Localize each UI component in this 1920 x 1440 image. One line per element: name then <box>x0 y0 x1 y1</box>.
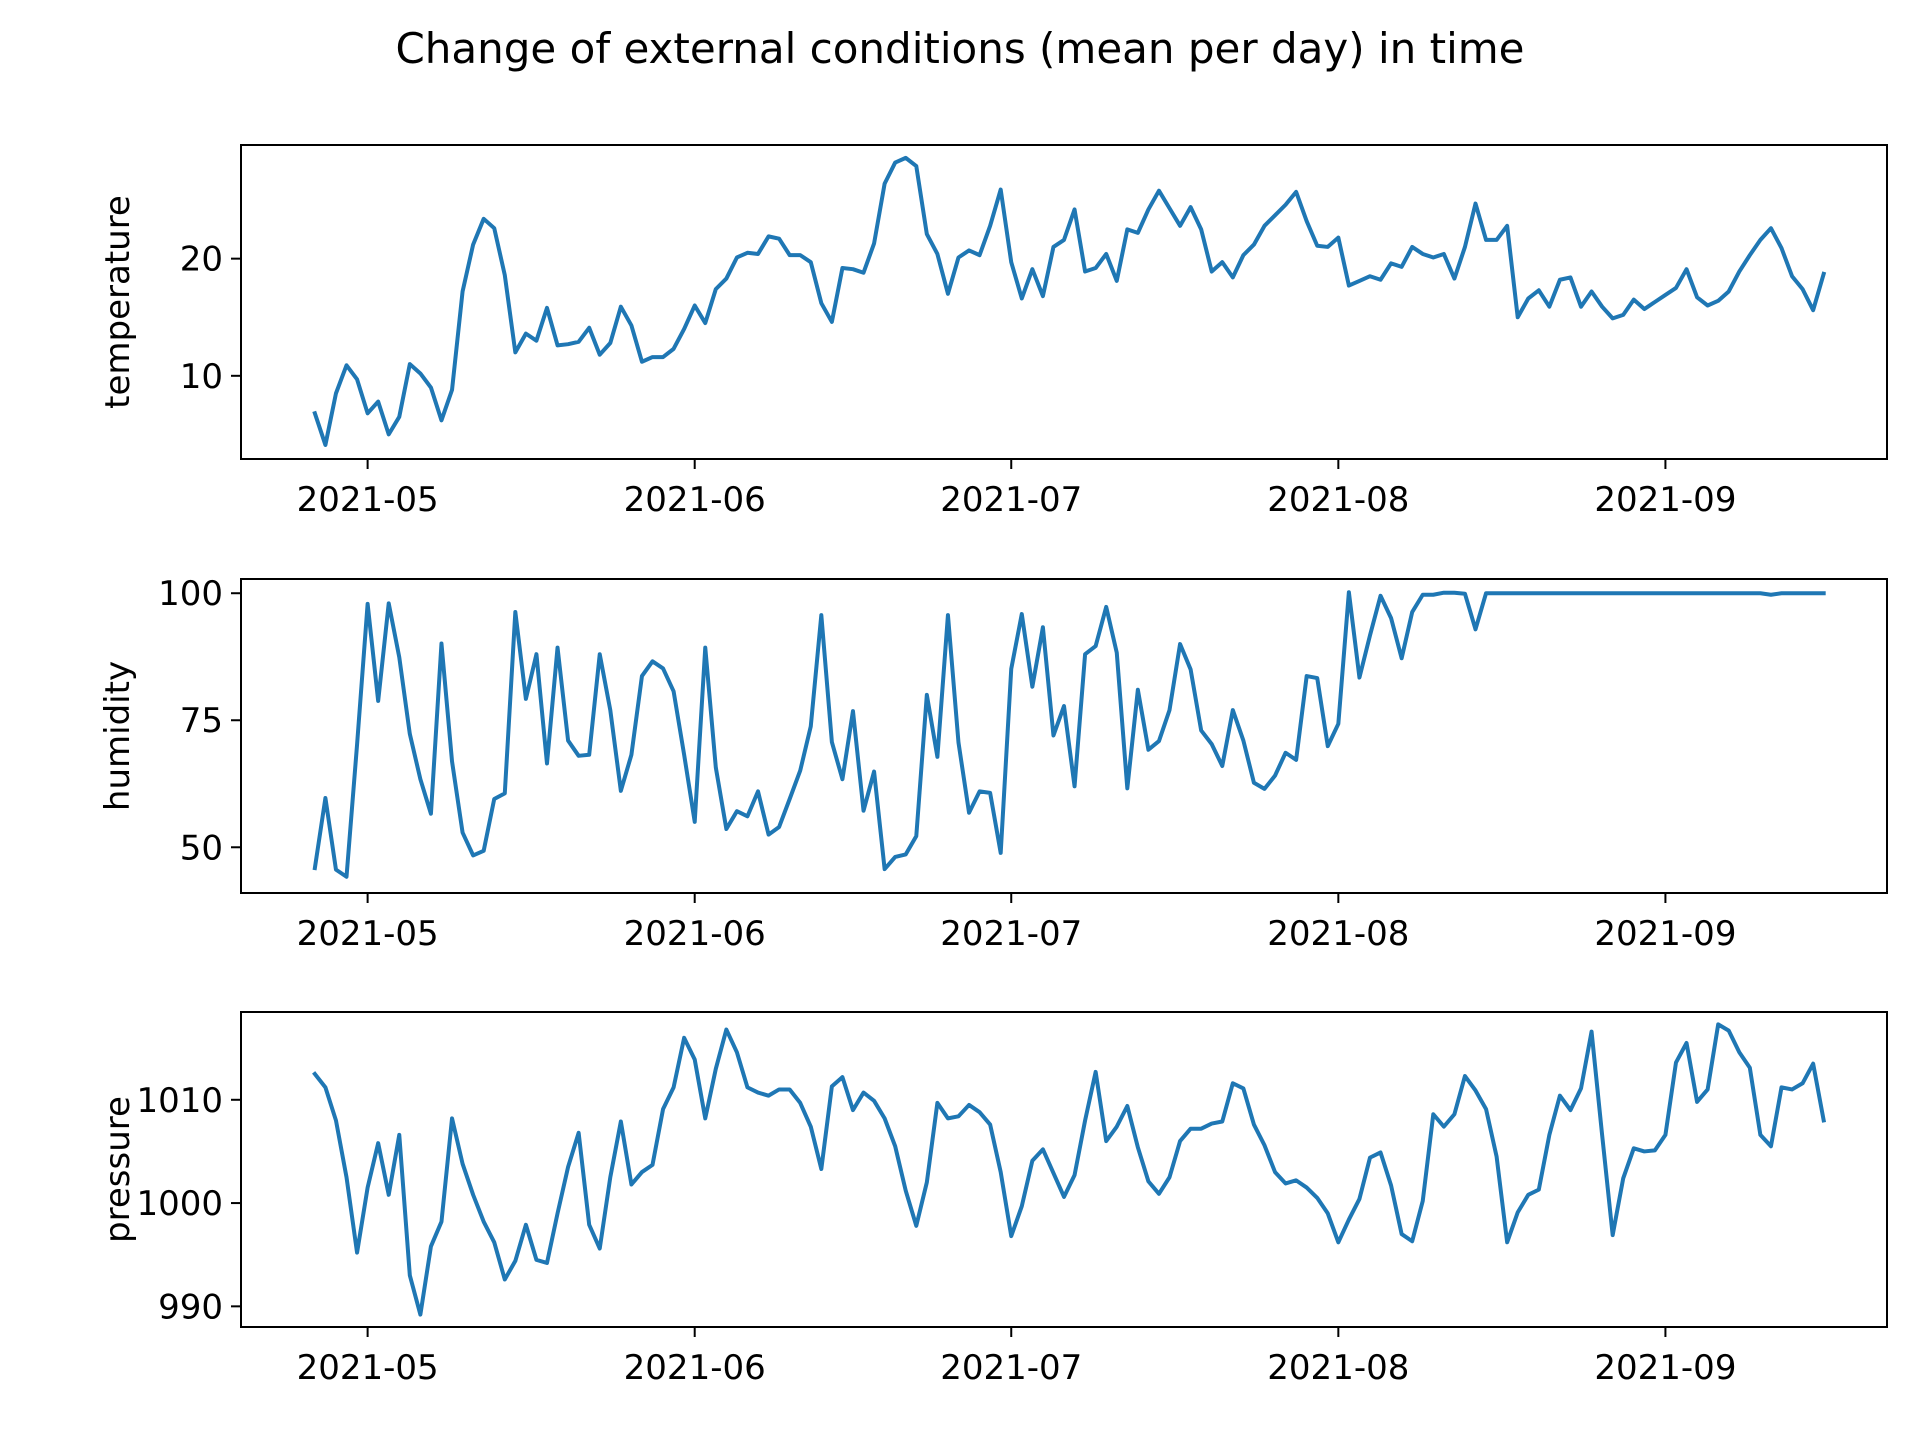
subplot-humidity: 2021-05 2021-06 2021-07 2021-08 2021-09 50 75 1… <box>98 574 1888 954</box>
x-tick-label: 2021-05 <box>297 914 439 954</box>
y-tick-label: 990 <box>158 1287 223 1327</box>
x-tick-label: 2021-08 <box>1267 1348 1409 1388</box>
subplot-temperature: 2021-05 2021-06 2021-07 2021-08 2021-09 10 20 t… <box>98 144 1888 520</box>
y-tick-label: 100 <box>158 574 223 614</box>
y-tick-label: 10 <box>180 357 223 397</box>
series-line-humidity <box>312 590 1826 879</box>
y-axis-label: temperature <box>98 195 138 409</box>
x-tick-label: 2021-06 <box>624 914 766 954</box>
x-tick-label: 2021-08 <box>1267 480 1409 520</box>
x-tick-label: 2021-06 <box>624 480 766 520</box>
y-axis-label: pressure <box>98 1096 138 1243</box>
x-tick-label: 2021-09 <box>1594 1348 1736 1388</box>
x-tick-label: 2021-07 <box>940 914 1082 954</box>
x-tick-label: 2021-05 <box>297 1348 439 1388</box>
x-tick-label: 2021-08 <box>1267 914 1409 954</box>
x-tick-label: 2021-09 <box>1594 480 1736 520</box>
x-tick-label: 2021-07 <box>940 480 1082 520</box>
axes-frame <box>240 578 1888 894</box>
x-tick-label: 2021-09 <box>1594 914 1736 954</box>
axes-frame <box>240 1011 1888 1328</box>
y-tick-label: 1000 <box>136 1184 223 1224</box>
y-tick-label: 50 <box>180 828 223 868</box>
x-tick-label: 2021-06 <box>624 1348 766 1388</box>
y-axis-label: humidity <box>98 661 138 811</box>
figure-title: Change of external conditions (mean per … <box>395 24 1525 73</box>
y-tick-label: 75 <box>180 701 223 741</box>
x-tick-label: 2021-07 <box>940 1348 1082 1388</box>
x-tick-label: 2021-05 <box>297 480 439 520</box>
series-line-temperature <box>312 155 1827 447</box>
y-tick-label: 20 <box>180 240 223 280</box>
series-line-pressure <box>312 1022 1827 1317</box>
subplot-pressure: 2021-05 2021-06 2021-07 2021-08 2021-09 990 10… <box>98 1011 1888 1388</box>
axes-frame <box>240 144 1888 460</box>
y-tick-label: 1010 <box>136 1081 223 1121</box>
